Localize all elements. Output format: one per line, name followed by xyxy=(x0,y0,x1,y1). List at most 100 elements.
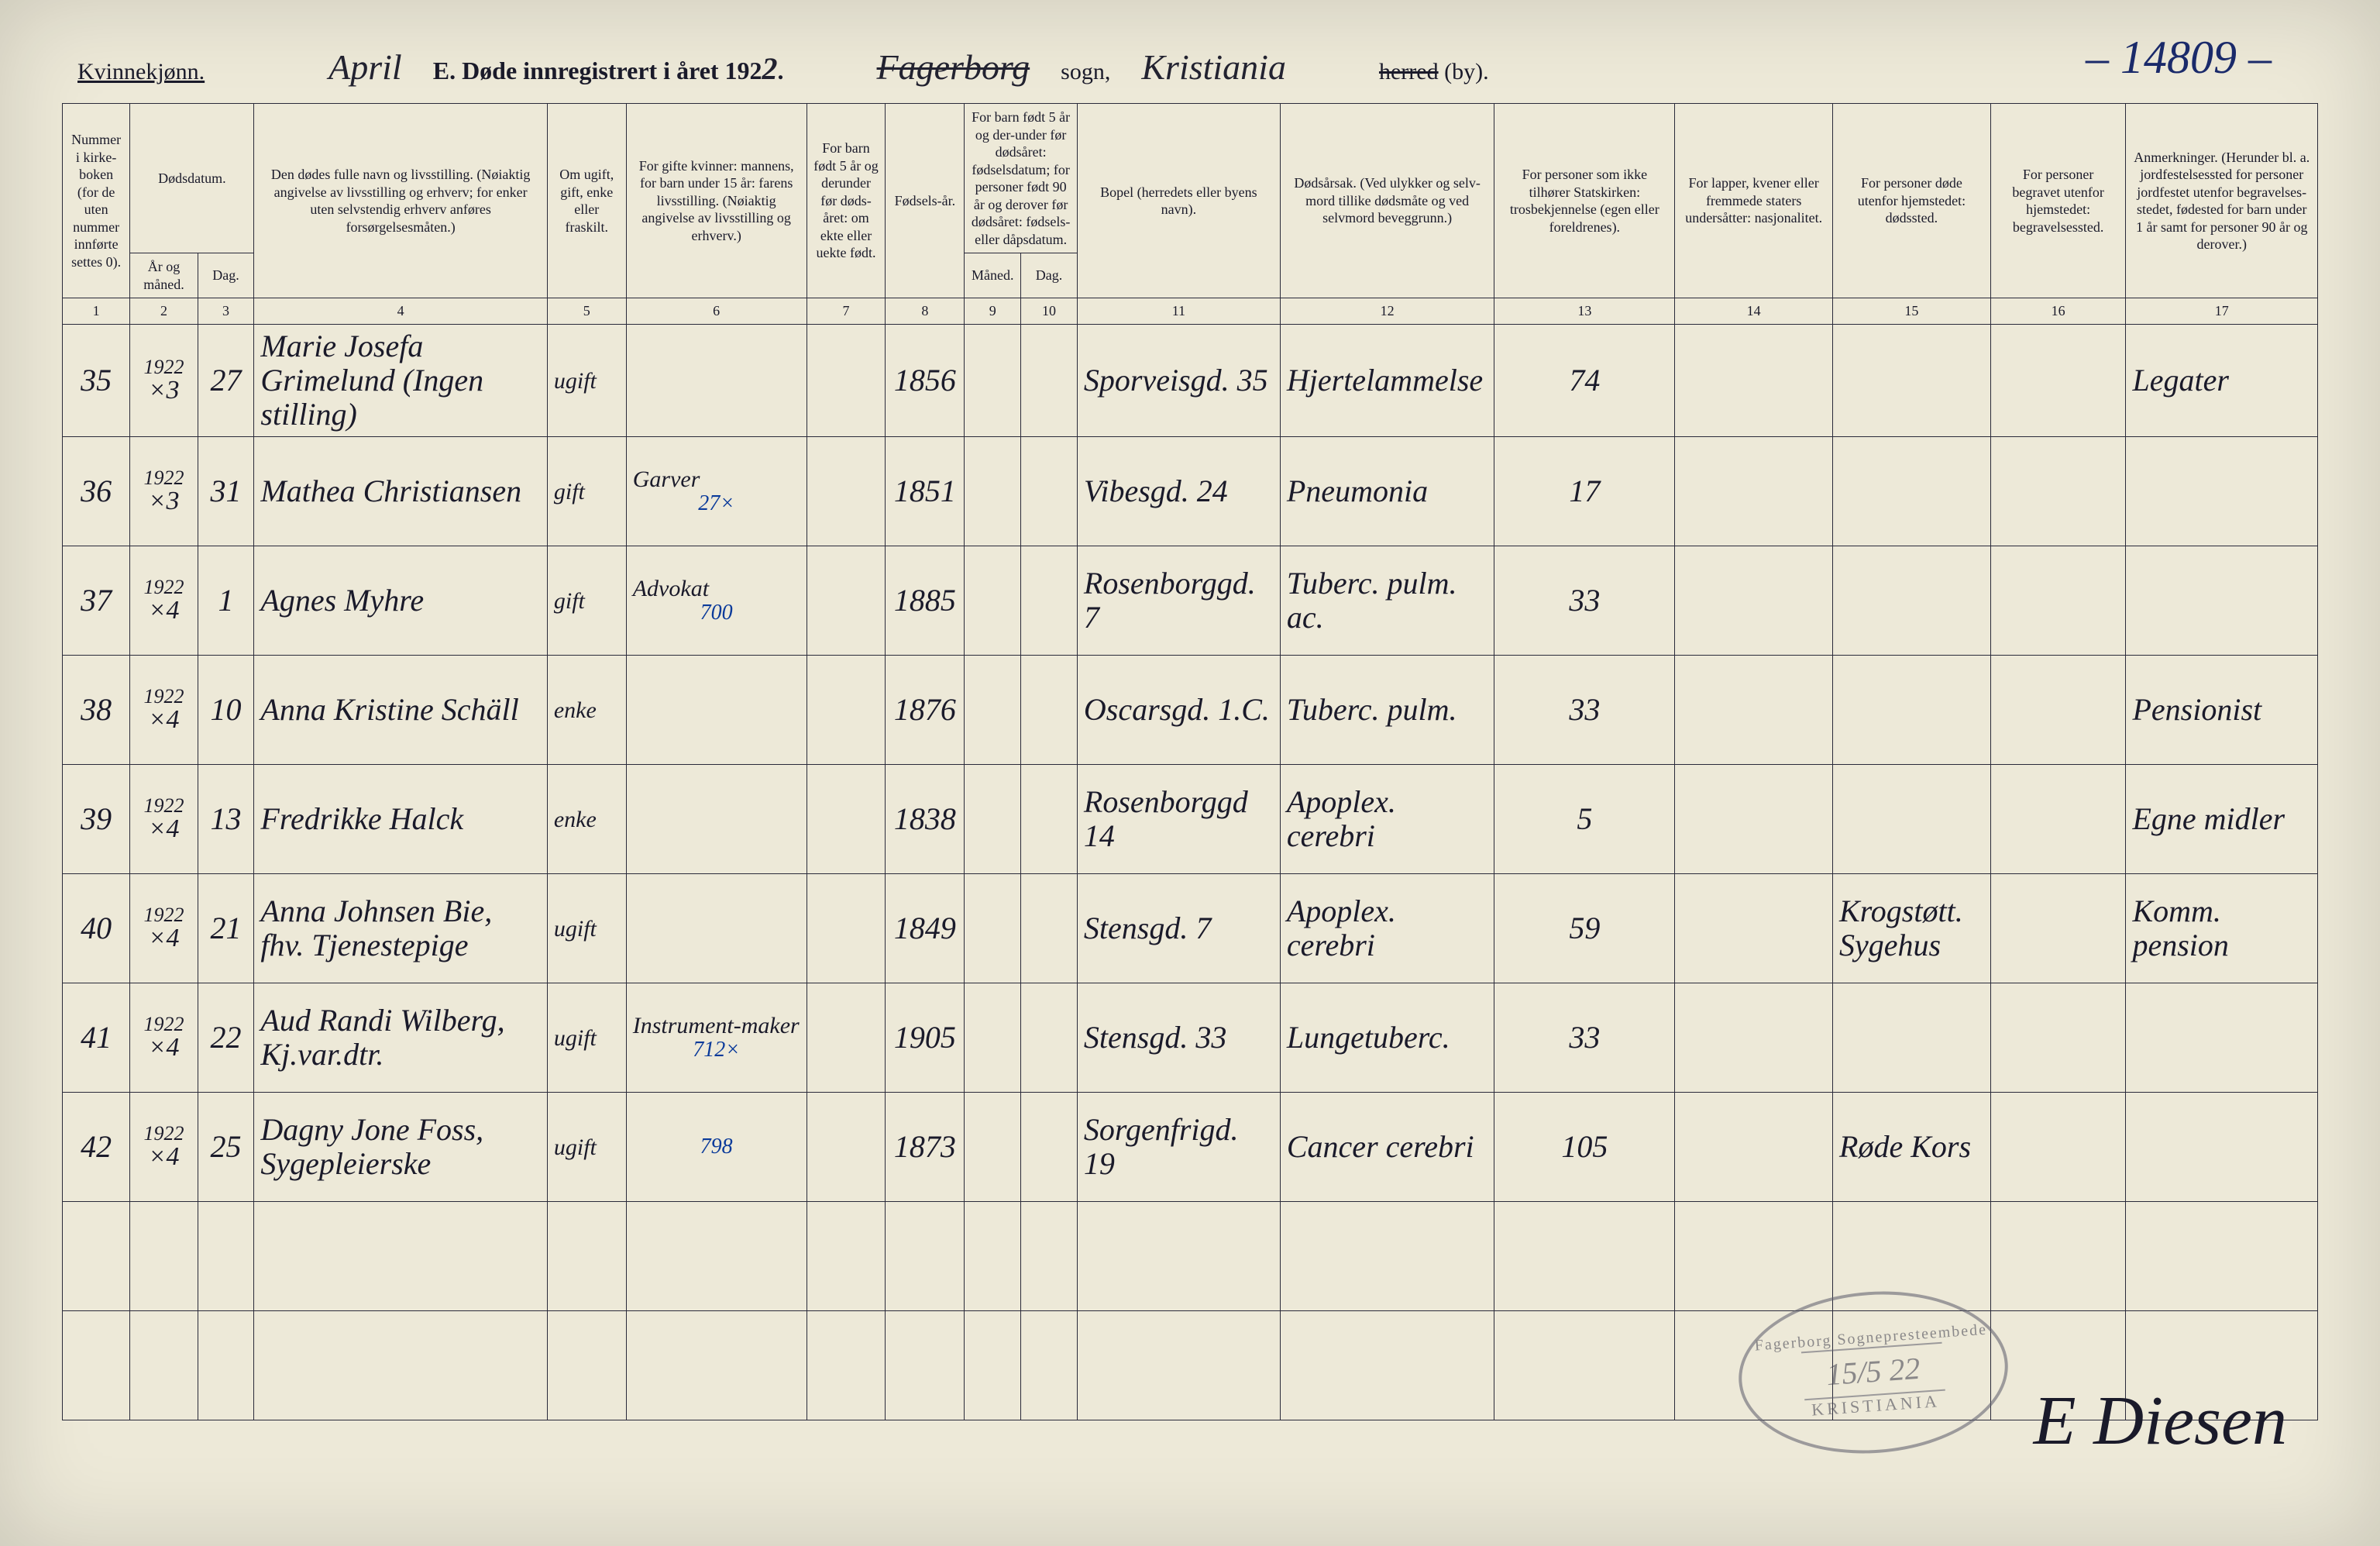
page-number-text: – 14809 – xyxy=(2086,32,2272,83)
table-cell: 1922×4 xyxy=(130,1093,198,1202)
table-cell: 27 xyxy=(198,325,254,437)
table-cell: 40 xyxy=(63,874,130,983)
table-cell: Hjertelammelse xyxy=(1280,325,1494,437)
table-cell xyxy=(1675,546,1833,656)
table-cell xyxy=(63,1202,130,1311)
table-cell xyxy=(1675,1093,1833,1202)
table-cell xyxy=(1833,656,1991,765)
table-cell: enke xyxy=(547,765,626,874)
table-cell: Tuberc. pulm. xyxy=(1280,656,1494,765)
table-cell: 1873 xyxy=(886,1093,965,1202)
table-cell: Pneumonia xyxy=(1280,437,1494,546)
table-cell xyxy=(2126,1202,2318,1311)
table-cell xyxy=(965,765,1021,874)
table-cell: Vibesgd. 24 xyxy=(1077,437,1280,546)
col-16-header: For personer begravet utenfor hjemstedet… xyxy=(1990,104,2126,298)
table-cell: 31 xyxy=(198,437,254,546)
table-cell: 1849 xyxy=(886,874,965,983)
month-script: April xyxy=(328,46,402,88)
title-prefix: E. Døde innregistrert i året 1922. xyxy=(433,50,784,87)
table-cell: 1838 xyxy=(886,765,965,874)
table-cell xyxy=(1494,1202,1675,1311)
table-cell: 1 xyxy=(198,546,254,656)
table-cell xyxy=(1990,765,2126,874)
table-cell: Komm. pension xyxy=(2126,874,2318,983)
gender-label: Kvinnekjønn. xyxy=(77,59,205,85)
table-cell: 1922×4 xyxy=(130,983,198,1093)
register-table: Nummer i kirke-boken (for de uten nummer… xyxy=(62,103,2318,1420)
table-cell xyxy=(1833,765,1991,874)
table-cell: Oscarsgd. 1.C. xyxy=(1077,656,1280,765)
table-cell xyxy=(1021,874,1078,983)
table-cell: ugift xyxy=(547,983,626,1093)
table-cell: gift xyxy=(547,437,626,546)
table-cell xyxy=(807,1202,886,1311)
table-cell xyxy=(198,1202,254,1311)
table-cell: 36 xyxy=(63,437,130,546)
table-cell xyxy=(965,546,1021,656)
table-cell: Legater xyxy=(2126,325,2318,437)
table-cell: Marie Josefa Grimelund (Ingen stilling) xyxy=(254,325,547,437)
table-cell: Instrument-maker712× xyxy=(626,983,807,1093)
table-cell xyxy=(198,1311,254,1420)
col-9-header: For barn født 5 år og der-under før døds… xyxy=(965,104,1078,253)
col-4-header: Den dødes fulle navn og livsstilling. (N… xyxy=(254,104,547,298)
table-row: 351922×327Marie Josefa Grimelund (Ingen … xyxy=(63,325,2318,437)
table-cell: 33 xyxy=(1494,656,1675,765)
table-cell: 33 xyxy=(1494,983,1675,1093)
sogn-label: sogn, xyxy=(1061,59,1110,85)
table-cell: 1905 xyxy=(886,983,965,1093)
table-cell xyxy=(965,325,1021,437)
table-cell xyxy=(965,1311,1021,1420)
table-cell: 37 xyxy=(63,546,130,656)
table-cell: Pensionist xyxy=(2126,656,2318,765)
table-cell xyxy=(626,325,807,437)
table-cell xyxy=(1990,874,2126,983)
table-cell: enke xyxy=(547,656,626,765)
table-cell xyxy=(965,1093,1021,1202)
table-cell: Fredrikke Halck xyxy=(254,765,547,874)
table-row: 391922×413Fredrikke Halckenke1838Rosenbo… xyxy=(63,765,2318,874)
table-cell xyxy=(63,1311,130,1420)
table-cell: Apoplex. cerebri xyxy=(1280,765,1494,874)
table-cell: Cancer cerebri xyxy=(1280,1093,1494,1202)
table-cell xyxy=(1833,437,1991,546)
col-5-header: Om ugift, gift, enke eller fraskilt. xyxy=(547,104,626,298)
table-cell: 25 xyxy=(198,1093,254,1202)
col-17-header: Anmerkninger. (Herunder bl. a. jordfeste… xyxy=(2126,104,2318,298)
column-number-row: 1 2 3 4 5 6 7 8 9 10 11 12 13 14 15 16 1… xyxy=(63,298,2318,325)
table-cell: 5 xyxy=(1494,765,1675,874)
table-cell: Lungetuberc. xyxy=(1280,983,1494,1093)
table-row: 401922×421Anna Johnsen Bie, fhv. Tjenest… xyxy=(63,874,2318,983)
table-cell: 41 xyxy=(63,983,130,1093)
table-cell xyxy=(807,546,886,656)
table-cell xyxy=(1077,1202,1280,1311)
table-cell: 38 xyxy=(63,656,130,765)
table-cell xyxy=(1990,983,2126,1093)
table-cell xyxy=(1494,1311,1675,1420)
col-6-header: For gifte kvinner: mannens, for barn und… xyxy=(626,104,807,298)
table-cell xyxy=(1021,546,1078,656)
table-cell: ugift xyxy=(547,874,626,983)
table-cell xyxy=(626,874,807,983)
table-cell: Røde Kors xyxy=(1833,1093,1991,1202)
table-cell: Agnes Myhre xyxy=(254,546,547,656)
table-cell: Sorgenfrigd. 19 xyxy=(1077,1093,1280,1202)
table-row: 381922×410Anna Kristine Schällenke1876Os… xyxy=(63,656,2318,765)
col-8-header: Fødsels-år. xyxy=(886,104,965,298)
table-cell: 17 xyxy=(1494,437,1675,546)
table-cell: Tuberc. pulm. ac. xyxy=(1280,546,1494,656)
table-cell xyxy=(1280,1311,1494,1420)
table-cell: 1856 xyxy=(886,325,965,437)
table-cell: gift xyxy=(547,546,626,656)
table-cell xyxy=(130,1311,198,1420)
table-row: 421922×425Dagny Jone Foss, Sygepleierske… xyxy=(63,1093,2318,1202)
table-cell xyxy=(1675,874,1833,983)
table-cell: 74 xyxy=(1494,325,1675,437)
herred-by: herred (by). xyxy=(1379,59,1489,85)
table-cell: 1922×4 xyxy=(130,765,198,874)
table-cell: Stensgd. 33 xyxy=(1077,983,1280,1093)
col-9b-header: Dag. xyxy=(1021,253,1078,298)
table-cell xyxy=(1990,656,2126,765)
parish-script: Fagerborg xyxy=(877,46,1030,88)
